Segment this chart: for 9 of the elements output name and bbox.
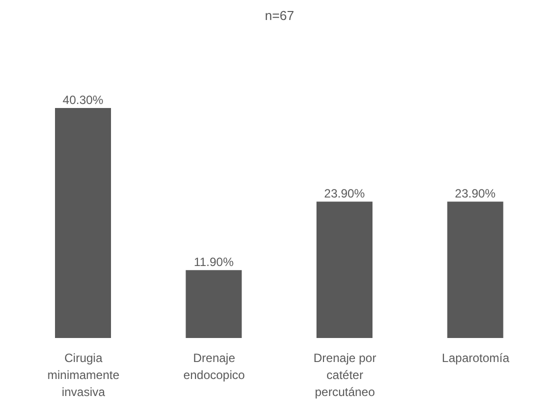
x-tick-label: Laparotomía xyxy=(442,351,510,365)
data-label: 23.90% xyxy=(324,186,366,201)
x-tick-label: Drenaje endocopico xyxy=(183,351,246,382)
data-label: 40.30% xyxy=(62,93,104,107)
x-tick-label: Drenaje por catéter percutáneo xyxy=(314,351,376,399)
chart-title: n=67 xyxy=(264,8,296,25)
data-label: 23.90% xyxy=(454,186,496,201)
x-tick-label: Cirugia minimamente invasiva xyxy=(47,351,120,399)
data-label: 11.90% xyxy=(194,255,234,270)
